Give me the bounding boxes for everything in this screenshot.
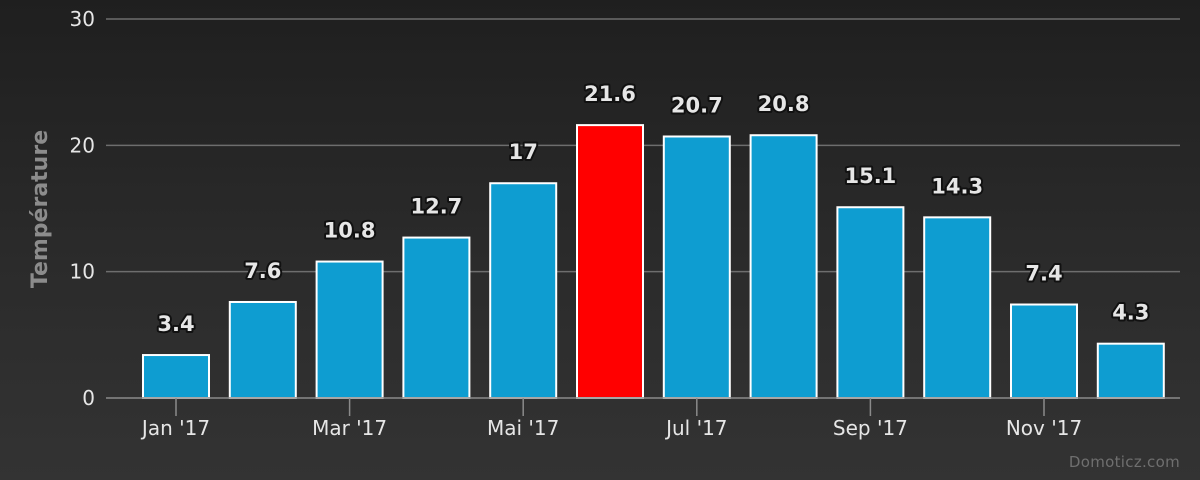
data-label: 21.6: [584, 82, 636, 106]
data-label: 7.6: [244, 259, 281, 283]
bar: [836, 206, 905, 399]
credits-link[interactable]: Domoticz.com: [1068, 453, 1180, 471]
data-label: 20.8: [758, 92, 810, 116]
bar: [576, 124, 644, 400]
data-labels: 3.4 7.6 10.8 12.7 17 21.6 20.7 20.8 15.1 14.3 7.4 4…: [155, 80, 1151, 338]
bar: [1096, 342, 1165, 399]
bar: [749, 134, 818, 400]
data-label: 3.4: [157, 312, 194, 336]
bars: [142, 124, 1165, 400]
y-tick-label: 0: [82, 386, 95, 410]
y-tick-label: 10: [70, 260, 95, 284]
x-tick-label: Sep '17: [833, 416, 908, 440]
x-tick-label: Mai '17: [487, 416, 559, 440]
data-label: 14.3: [931, 174, 983, 198]
data-label: 15.1: [844, 164, 896, 188]
y-tick-label: 20: [70, 133, 95, 157]
data-label: 20.7: [671, 93, 723, 117]
bar: [228, 300, 297, 399]
bar: [1010, 303, 1078, 399]
bar: [923, 216, 992, 399]
data-label: 4.3: [1112, 301, 1149, 325]
x-tick-label: Jul '17: [664, 416, 727, 440]
bar: [662, 135, 731, 400]
data-label: 12.7: [410, 195, 462, 219]
bar: [489, 182, 558, 399]
x-axis-ticks: Jan '17 Mar '17 Mai '17 Jul '17 Sep '17 Nov '…: [140, 398, 1082, 440]
x-tick-label: Mar '17: [312, 416, 387, 440]
x-tick-label: Nov '17: [1006, 416, 1082, 440]
y-tick-label: 30: [70, 7, 95, 31]
y-axis-title: Température: [28, 130, 53, 288]
bar: [315, 260, 384, 399]
bar: [142, 354, 210, 399]
data-label: 17: [509, 140, 538, 164]
x-tick-label: Jan '17: [140, 416, 210, 440]
bar: [402, 236, 471, 399]
y-axis-ticks: 0 10 20 30: [70, 7, 95, 410]
data-label: 10.8: [324, 219, 376, 243]
data-label: 7.4: [1025, 262, 1062, 286]
